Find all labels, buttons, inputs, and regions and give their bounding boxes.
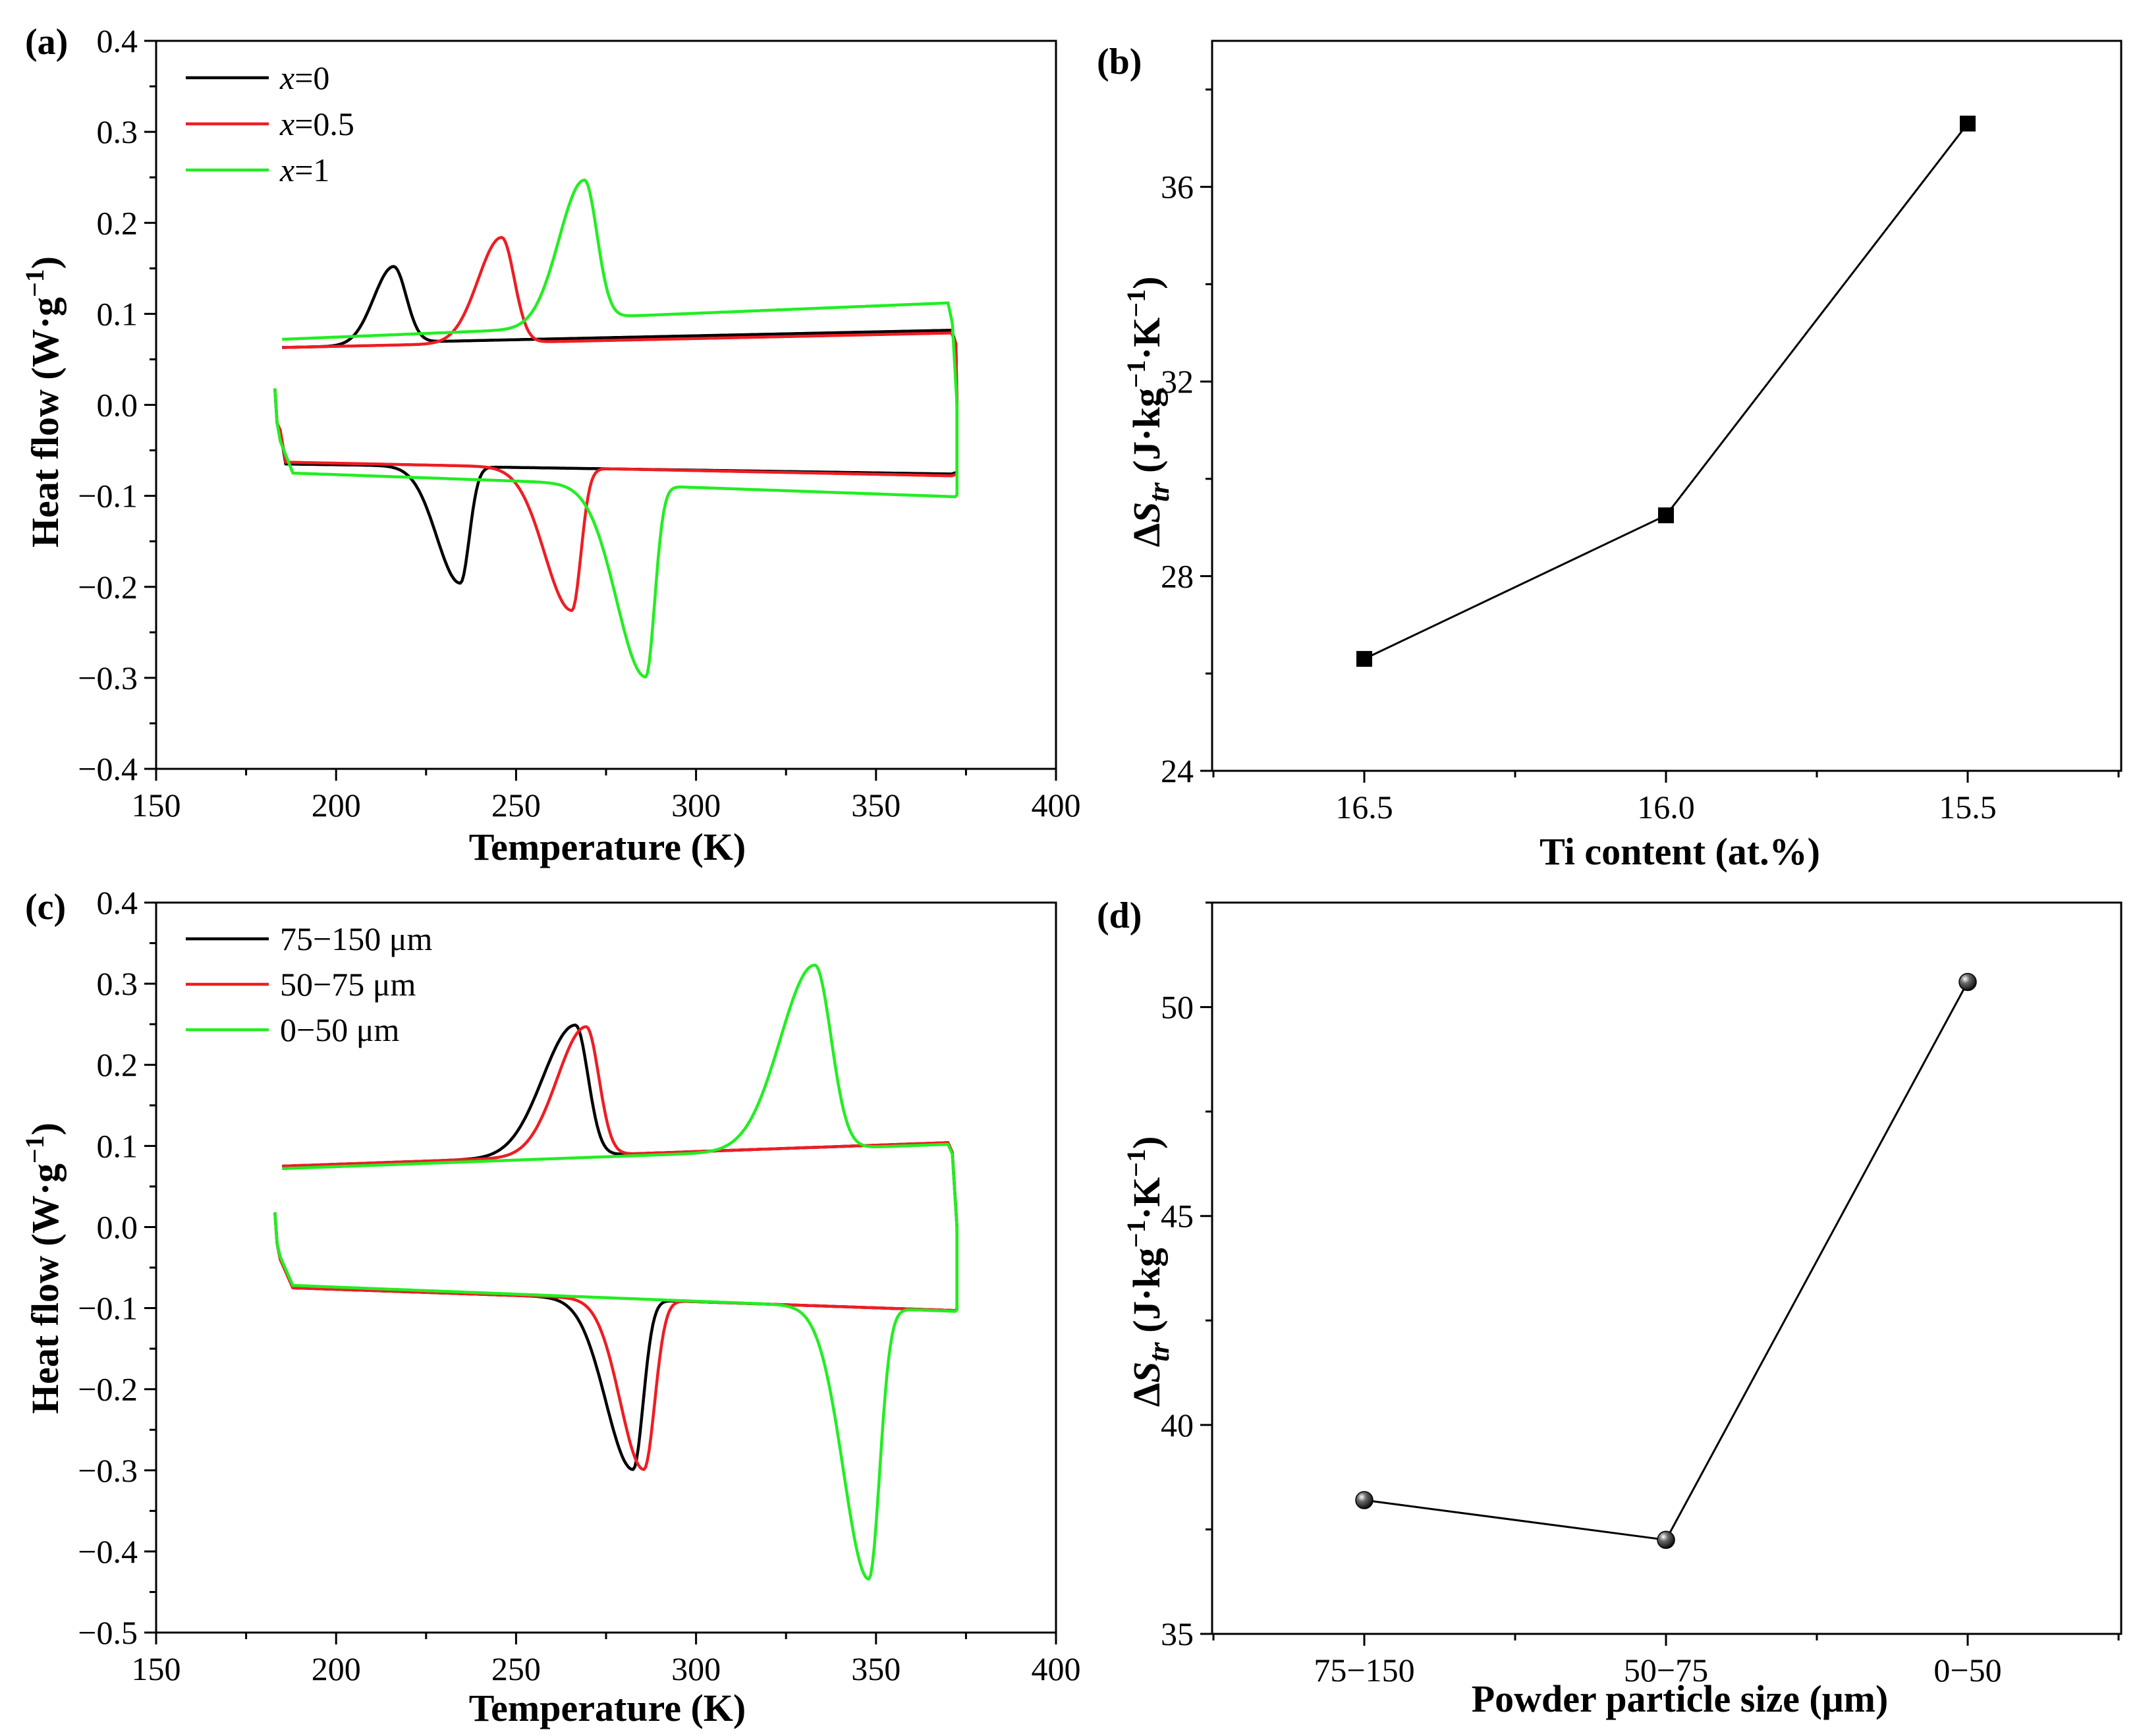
panel-b-ytick-label: 36 bbox=[1161, 169, 1194, 206]
panel-b-entropy-vs-ti: (b) 24 28 32 36 16.5 16.0 15.5 Ti content (at.… bbox=[1097, 40, 2123, 873]
panel-c-ytick-label: 0.2 bbox=[97, 1046, 138, 1083]
legend-a-entry-0: x=0 bbox=[279, 59, 329, 96]
panel-c-ytick-label: 0.1 bbox=[97, 1127, 138, 1164]
panel-a-xtick-label: 150 bbox=[132, 787, 181, 824]
panel-d-ytick-label: 45 bbox=[1161, 1198, 1194, 1235]
panel-a-xtick-label: 400 bbox=[1032, 787, 1081, 824]
panel-d-entropy-vs-size: (d) 35 40 45 50 75−150 50−75 0−50 Powder parti… bbox=[1097, 895, 2123, 1720]
panel-a-ylabel: Heat flow (W·g−1) bbox=[20, 256, 67, 547]
panel-b-series-line bbox=[1364, 123, 1969, 660]
panel-c-legend: 75−150 μm 50−75 μm 0−50 μm bbox=[186, 920, 433, 1048]
panel-c-series-2-line bbox=[273, 963, 958, 1581]
panel-a-ytick-label: 0.3 bbox=[97, 113, 138, 150]
panel-c-ytick-label: −0.4 bbox=[78, 1533, 138, 1570]
panel-a-legend: x=0 x=0.5 x=1 bbox=[186, 59, 354, 188]
panel-c-ytick-label: −0.5 bbox=[78, 1614, 138, 1651]
panel-a-frame bbox=[155, 40, 1057, 770]
panel-a-xtick-label: 250 bbox=[491, 787, 541, 824]
panel-c-xtick-label: 350 bbox=[851, 1650, 901, 1687]
panel-c-ytick-label: −0.2 bbox=[78, 1371, 138, 1408]
panel-c-label: (c) bbox=[25, 887, 66, 928]
panel-b-xlabel: Ti content (at.%) bbox=[1540, 830, 1820, 873]
panel-a-label: (a) bbox=[25, 22, 68, 63]
panel-d-ytick-label: 50 bbox=[1161, 989, 1194, 1026]
panel-c-ytick-label: 0.0 bbox=[97, 1208, 138, 1245]
panel-a-ytick-label: 0.1 bbox=[97, 295, 138, 332]
panel-a-ytick-label: −0.4 bbox=[78, 750, 138, 787]
panel-b-xtick-label: 16.0 bbox=[1637, 789, 1695, 826]
panel-b-ylabel: ΔStr (J·kg−1·K−1) bbox=[1121, 277, 1175, 547]
panel-c-xtick-label: 250 bbox=[491, 1650, 541, 1687]
panel-c-ylabel: Heat flow (W·g−1) bbox=[20, 1123, 67, 1414]
panel-a-xtick-label: 200 bbox=[312, 787, 361, 824]
panel-a-ytick-label: −0.2 bbox=[78, 569, 138, 605]
panel-c-xtick-label: 150 bbox=[132, 1650, 181, 1687]
legend-c-entry-1: 50−75 μm bbox=[280, 966, 416, 1003]
panel-c-ytick-label: −0.1 bbox=[78, 1290, 138, 1327]
panel-a-ytick-label: −0.3 bbox=[78, 659, 138, 696]
panel-d-series-line bbox=[1364, 981, 1969, 1541]
panel-d-point-1 bbox=[1657, 1530, 1675, 1550]
panel-c-xlabel: Temperature (K) bbox=[469, 1687, 746, 1729]
panel-b-point-1 bbox=[1658, 507, 1674, 524]
panel-b-label: (b) bbox=[1097, 42, 1142, 82]
panel-c-dsc-particle-size: (c) −0.5 −0.4 −0.3 −0.2 −0.1 0.0 0.1 0.2 0.3 0.4 1… bbox=[20, 884, 1081, 1729]
panel-c-ytick-label: 0.3 bbox=[97, 965, 138, 1002]
panel-d-xtick-label: 0−50 bbox=[1933, 1652, 2001, 1689]
panel-d-frame bbox=[1211, 901, 2123, 1635]
panel-c-xtick-label: 300 bbox=[671, 1650, 721, 1687]
panel-b-point-2 bbox=[1960, 115, 1976, 132]
panel-d-xtick-label: 50−75 bbox=[1624, 1652, 1708, 1689]
panel-d-point-2 bbox=[1958, 972, 1977, 992]
panel-b-point-0 bbox=[1356, 651, 1372, 667]
panel-d-xlabel: Powder particle size (μm) bbox=[1472, 1677, 1889, 1720]
legend-c-entry-2: 0−50 μm bbox=[280, 1011, 400, 1048]
panel-b-xtick-label: 15.5 bbox=[1939, 789, 1997, 826]
panel-c-series-0-line bbox=[273, 1023, 958, 1471]
panel-a-ytick-label: 0.2 bbox=[97, 204, 138, 241]
panel-c-ytick-label: 0.4 bbox=[97, 884, 138, 921]
panel-a-xtick-label: 300 bbox=[671, 787, 721, 824]
panel-d-ylabel: ΔStr (J·kg−1·K−1) bbox=[1121, 1136, 1175, 1407]
panel-a-series-2-line bbox=[273, 179, 958, 679]
panel-a-xlabel: Temperature (K) bbox=[469, 826, 746, 868]
panel-d-ytick-label: 35 bbox=[1161, 1615, 1194, 1652]
panel-b-ytick-label: 24 bbox=[1161, 752, 1194, 789]
panel-a-dsc-composition: (a) −0.4 −0.3 −0.2 −0.1 0.0 0.1 0.2 0.3 0.4 150 20… bbox=[20, 22, 1081, 868]
panel-a-ytick-label: −0.1 bbox=[78, 478, 138, 515]
panel-a-ytick-label: 0.0 bbox=[97, 387, 138, 424]
panel-b-xtick-label: 16.5 bbox=[1335, 789, 1393, 826]
legend-c-entry-0: 75−150 μm bbox=[280, 920, 433, 957]
panel-d-label: (d) bbox=[1097, 895, 1142, 936]
panel-d-xtick-label: 75−150 bbox=[1314, 1652, 1414, 1689]
panel-d-point-0 bbox=[1355, 1491, 1374, 1509]
panel-c-series-1-line bbox=[273, 1025, 958, 1471]
panel-c-xtick-label: 400 bbox=[1032, 1650, 1081, 1687]
legend-a-entry-1: x=0.5 bbox=[279, 105, 354, 142]
panel-a-ytick-label: 0.4 bbox=[97, 22, 138, 59]
panel-c-xtick-label: 200 bbox=[312, 1650, 361, 1687]
panel-c-ytick-label: −0.3 bbox=[78, 1452, 138, 1489]
panel-b-ytick-label: 32 bbox=[1161, 363, 1194, 400]
panel-a-series-0-line bbox=[273, 265, 958, 585]
panel-d-ytick-label: 40 bbox=[1161, 1407, 1194, 1443]
panel-b-ytick-label: 28 bbox=[1161, 558, 1194, 595]
legend-a-entry-2: x=1 bbox=[279, 152, 329, 188]
panel-b-frame bbox=[1211, 40, 2123, 772]
panel-a-xtick-label: 350 bbox=[851, 787, 901, 824]
